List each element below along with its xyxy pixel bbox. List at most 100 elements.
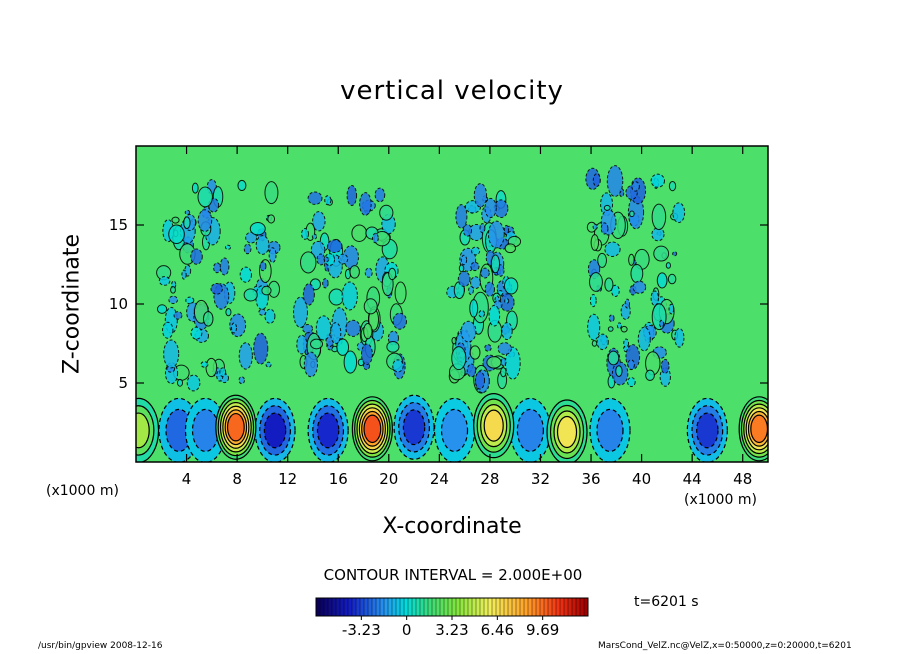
updraft-cell-contour <box>556 415 578 449</box>
turbulent-cell <box>460 320 477 343</box>
turbulent-cell <box>341 281 358 311</box>
x-tick-label: 28 <box>480 470 499 488</box>
turbulent-cell <box>486 356 502 369</box>
turbulent-cell <box>607 350 620 366</box>
turbulent-cell <box>359 192 372 216</box>
turbulent-cell <box>186 374 201 392</box>
colorbar-segment <box>532 598 537 616</box>
colorbar-segment <box>344 598 349 616</box>
colorbar-segment <box>340 598 345 616</box>
turbulent-cell <box>590 234 600 251</box>
turbulent-cell <box>480 267 490 279</box>
x-unit-label-left: (x1000 m) <box>46 483 119 499</box>
colorbar-segment <box>468 598 473 616</box>
colorbar-segment <box>384 598 389 616</box>
colorbar-segment <box>512 598 517 616</box>
turbulent-cell <box>324 195 332 206</box>
turbulent-cell <box>650 173 666 188</box>
turbulent-cell <box>597 252 607 268</box>
turbulent-cell <box>301 228 309 240</box>
turbulent-cell <box>302 283 315 306</box>
y-tick-label: 5 <box>118 374 128 392</box>
x-tick-label: 8 <box>232 470 242 488</box>
turbulent-cell <box>500 357 507 367</box>
colorbar-segment <box>464 598 469 616</box>
updraft-cell-contour <box>363 414 382 444</box>
turbulent-cell <box>255 235 270 255</box>
turbulent-cell <box>345 319 361 337</box>
turbulent-cell <box>312 211 326 232</box>
time-label: t=6201 s <box>634 594 699 610</box>
colorbar-tick-label: 3.23 <box>435 621 468 639</box>
downdraft-cell-contour <box>696 412 719 449</box>
downdraft-cell-contour <box>316 412 340 449</box>
colorbar-segment <box>524 598 529 616</box>
updraft-cell <box>546 399 588 462</box>
colorbar-segment <box>360 598 365 616</box>
turbulent-cell <box>176 378 184 387</box>
colorbar-segment <box>400 598 405 616</box>
colorbar-segment <box>508 598 513 616</box>
turbulent-cell <box>301 324 314 334</box>
turbulent-cell <box>501 322 513 341</box>
turbulent-cell <box>388 267 397 281</box>
x-axis-label: X-coordinate <box>382 514 522 539</box>
turbulent-cell <box>156 304 168 314</box>
turbulent-cell <box>184 209 191 215</box>
turbulent-cell <box>191 182 199 194</box>
turbulent-cell <box>243 243 252 255</box>
x-tick-label: 4 <box>182 470 192 488</box>
turbulent-cell <box>210 282 223 295</box>
updraft-cell-contour <box>226 412 245 442</box>
colorbar-segment <box>492 598 497 616</box>
turbulent-cell <box>632 280 647 294</box>
turbulent-cell <box>457 271 471 288</box>
turbulent-cell <box>343 350 358 374</box>
downdraft-cell-contour <box>596 408 624 452</box>
turbulent-cell <box>170 286 176 294</box>
turbulent-cell <box>351 224 368 242</box>
colorbar-segment <box>480 598 485 616</box>
colorbar-segment <box>356 598 361 616</box>
turbulent-cell <box>310 338 324 350</box>
turbulent-cell <box>667 273 677 285</box>
turbulent-cell <box>600 222 609 235</box>
colorbar-segment <box>448 598 453 616</box>
updraft-cell <box>215 394 257 460</box>
downdraft-cell-contour <box>440 408 469 452</box>
turbulent-cell <box>168 224 185 245</box>
turbulent-cell <box>470 276 481 290</box>
turbulent-cell <box>293 296 308 329</box>
turbulent-cell <box>674 327 685 348</box>
turbulent-cell <box>183 216 191 230</box>
colorbar-segment <box>352 598 357 616</box>
turbulent-cell <box>163 339 180 369</box>
colorbar-segment <box>548 598 553 616</box>
updraft-cell <box>473 393 515 459</box>
colorbar-segment <box>336 598 341 616</box>
colorbar-segment <box>452 598 457 616</box>
turbulent-cell <box>224 244 232 250</box>
colorbar-segment <box>376 598 381 616</box>
turbulent-cell <box>249 222 266 236</box>
turbulent-cell <box>628 253 635 266</box>
turbulent-cell <box>253 332 269 365</box>
turbulent-cell <box>596 333 609 351</box>
turbulent-cell <box>190 248 203 265</box>
colorbar-segment <box>520 598 525 616</box>
colorbar-segment <box>584 598 589 616</box>
footer-data-source: MarsCond_VelZ.nc@VelZ,x=0:50000,z=0:2000… <box>598 641 852 651</box>
contour-interval-label: CONTOUR INTERVAL = 2.000E+00 <box>323 566 583 584</box>
turbulent-cell <box>460 254 468 266</box>
turbulent-cell <box>231 322 237 334</box>
y-tick-label: 15 <box>109 216 128 234</box>
downdraft-cell-contour <box>402 409 426 446</box>
turbulent-cell <box>611 284 620 297</box>
turbulent-cell <box>653 245 670 262</box>
turbulent-cell <box>589 272 603 292</box>
downdraft-cell <box>686 397 728 462</box>
turbulent-cell <box>624 298 631 309</box>
colorbar-segment <box>564 598 569 616</box>
updraft-cell-contour <box>750 414 768 444</box>
turbulent-cell <box>300 251 317 274</box>
